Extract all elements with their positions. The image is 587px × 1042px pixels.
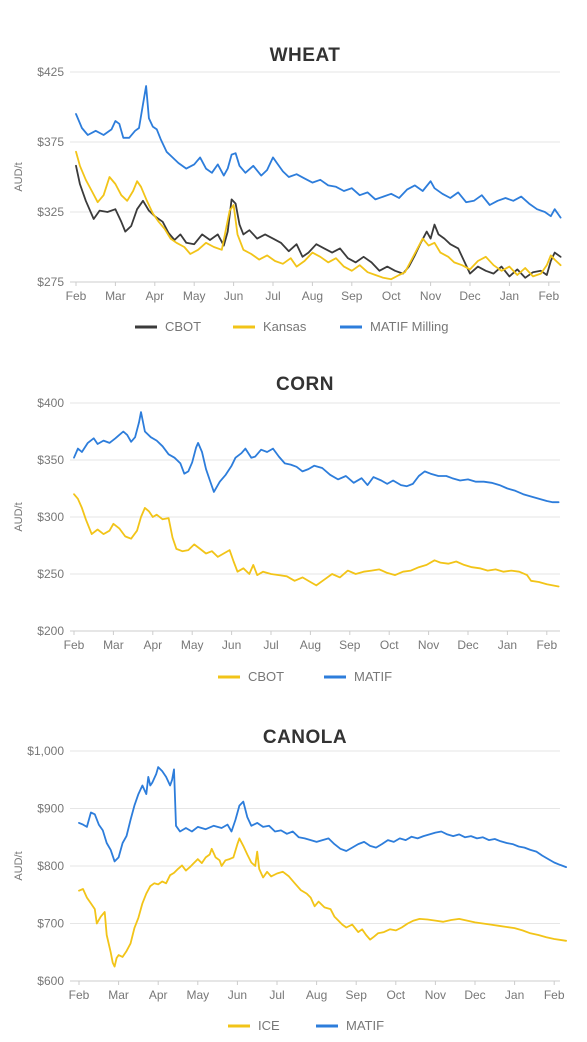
x-tick-label: Aug (302, 289, 323, 303)
x-tick-label: Dec (459, 289, 480, 303)
x-tick-label: Jun (222, 638, 241, 652)
y-tick-label: $375 (37, 135, 64, 149)
y-tick-label: $400 (37, 396, 64, 410)
x-tick-label: Aug (306, 988, 327, 1002)
x-tick-label: May (181, 638, 204, 652)
x-tick-label: May (186, 988, 209, 1002)
x-tick-label: Nov (420, 289, 441, 303)
series-line-matif (78, 766, 567, 868)
y-tick-label: $275 (37, 275, 64, 289)
x-tick-label: Dec (457, 638, 478, 652)
y-axis-label: AUD/t (13, 851, 25, 880)
y-tick-label: $250 (37, 567, 64, 581)
x-tick-label: Jul (263, 638, 278, 652)
legend-label: CBOT (248, 669, 284, 684)
x-tick-label: Feb (544, 988, 565, 1002)
series-line-cbot (75, 164, 562, 279)
y-tick-label: $900 (37, 802, 64, 816)
x-tick-label: Jan (505, 988, 524, 1002)
x-tick-label: Jul (269, 988, 284, 1002)
legend-label: ICE (258, 1018, 280, 1033)
x-tick-label: Sep (346, 988, 368, 1002)
y-tick-label: $325 (37, 205, 64, 219)
legend-label: MATIF (354, 669, 392, 684)
chart-title: CORN (276, 374, 334, 395)
legend-label: MATIF (346, 1018, 384, 1033)
legend-label: MATIF Milling (370, 319, 448, 334)
x-tick-label: Feb (66, 289, 87, 303)
y-axis-label: AUD/t (13, 502, 25, 531)
series-line-matif (73, 411, 560, 504)
series-line-ice (78, 837, 567, 968)
chart-title: CANOLA (263, 727, 347, 748)
x-tick-label: Mar (103, 638, 124, 652)
x-tick-label: Aug (300, 638, 321, 652)
legend-label: Kansas (263, 319, 307, 334)
canola-chart: CANOLA AUD/t $1,000 $900 $800 $700 $600 Feb Mar A… (13, 727, 567, 1033)
chart-title: WHEAT (270, 45, 341, 66)
y-axis-label: AUD/t (13, 162, 25, 191)
y-tick-label: $350 (37, 453, 64, 467)
x-tick-label: Apr (143, 638, 162, 652)
series-line-matif-milling (75, 85, 562, 219)
y-tick-label: $600 (37, 974, 64, 988)
x-tick-label: Sep (341, 289, 363, 303)
x-tick-label: Sep (339, 638, 361, 652)
series-line-cbot (73, 493, 560, 588)
x-tick-label: Jan (498, 638, 517, 652)
x-tick-label: Jun (224, 289, 243, 303)
x-tick-label: Apr (145, 289, 164, 303)
x-tick-label: May (183, 289, 206, 303)
x-tick-label: Jun (228, 988, 247, 1002)
x-tick-label: Jul (265, 289, 280, 303)
x-tick-label: Dec (464, 988, 485, 1002)
x-tick-label: Feb (69, 988, 90, 1002)
x-tick-label: Oct (382, 289, 401, 303)
y-tick-label: $1,000 (27, 744, 64, 758)
x-tick-label: Mar (108, 988, 129, 1002)
x-tick-label: Feb (536, 638, 557, 652)
y-tick-label: $300 (37, 510, 64, 524)
x-tick-label: Feb (538, 289, 559, 303)
x-tick-label: Nov (425, 988, 446, 1002)
series-line-kansas (75, 150, 562, 281)
x-tick-label: Nov (418, 638, 439, 652)
legend-label: CBOT (165, 319, 201, 334)
x-tick-label: Jan (500, 289, 519, 303)
x-tick-label: Apr (149, 988, 168, 1002)
y-tick-label: $425 (37, 65, 64, 79)
y-tick-label: $800 (37, 859, 64, 873)
x-tick-label: Oct (386, 988, 405, 1002)
y-tick-label: $200 (37, 624, 64, 638)
x-tick-label: Feb (64, 638, 85, 652)
x-tick-label: Mar (105, 289, 126, 303)
y-tick-label: $700 (37, 917, 64, 931)
x-tick-label: Oct (380, 638, 399, 652)
